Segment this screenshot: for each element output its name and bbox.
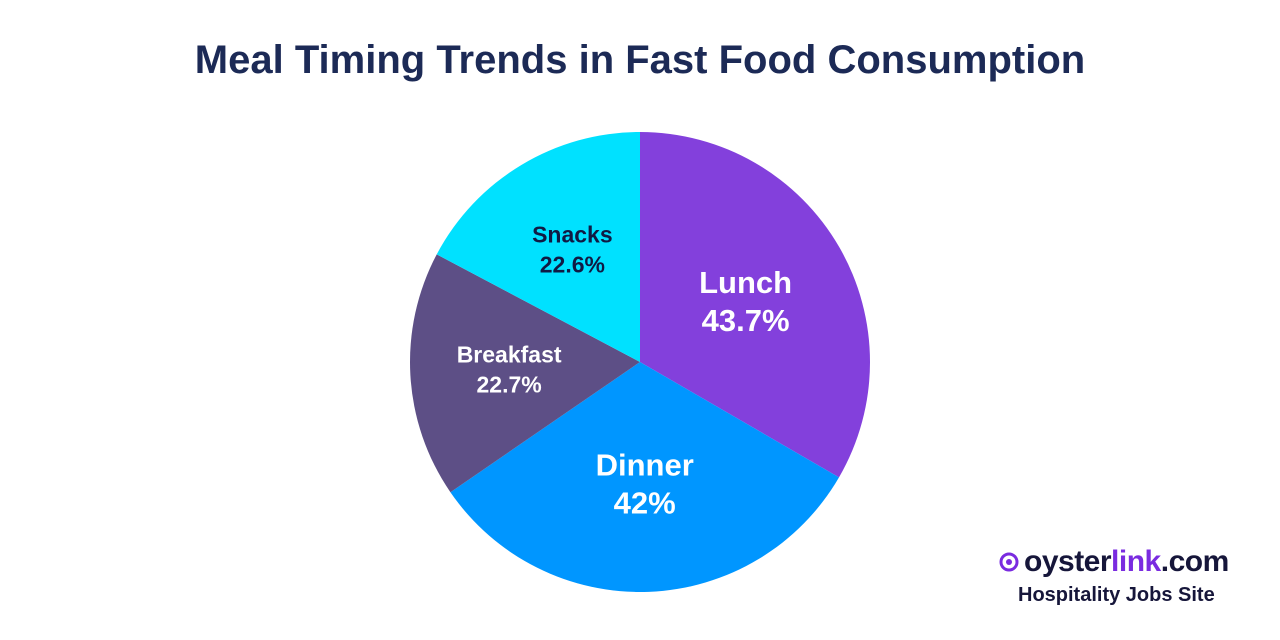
slice-label-breakfast: Breakfast <box>457 342 562 368</box>
slice-value-snacks: 22.6% <box>540 252 605 278</box>
slice-value-breakfast: 22.7% <box>477 372 542 398</box>
chart-title: Meal Timing Trends in Fast Food Consumpt… <box>194 38 1086 82</box>
pie-slice-dinner <box>450 362 840 592</box>
brand-name-part1: oyster <box>1024 545 1112 578</box>
slice-value-lunch: 43.7% <box>702 303 790 338</box>
slice-label-dinner: Dinner <box>596 448 694 483</box>
pie-slice-lunch <box>640 132 870 478</box>
pie-slice-snacks <box>436 132 640 362</box>
slice-label-lunch: Lunch <box>699 265 792 300</box>
pie-slice-breakfast <box>410 254 640 493</box>
brand-name-part3: .com <box>1160 545 1230 578</box>
brand-tagline: Hospitality Jobs Site <box>1018 584 1215 606</box>
brand-name-part2: link <box>1111 545 1161 578</box>
brand-logo: oysterlink.com Hospitality Jobs Site <box>998 544 1258 607</box>
oyster-logo-icon <box>999 552 1019 572</box>
slice-value-dinner: 42% <box>614 486 676 521</box>
brand-name: oysterlink.com <box>1024 544 1229 580</box>
slice-label-snacks: Snacks <box>532 222 613 248</box>
